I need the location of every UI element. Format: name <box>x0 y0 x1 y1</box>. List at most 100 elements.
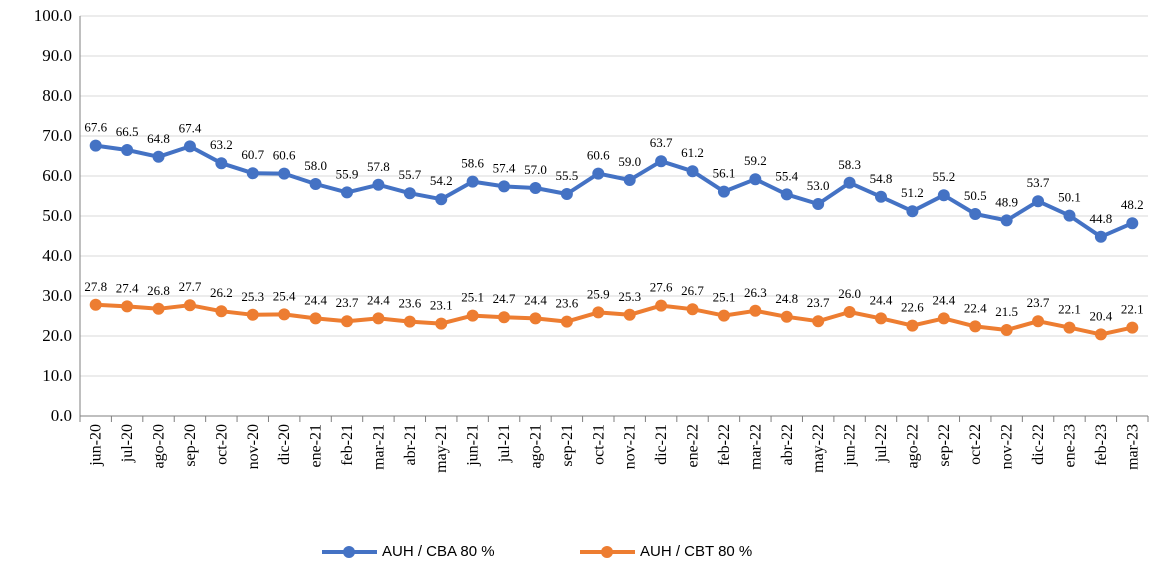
x-tick-label: ene-23 <box>1061 424 1078 468</box>
data-label: 24.8 <box>775 291 798 306</box>
data-label: 55.7 <box>398 167 421 182</box>
x-tick-label: nov-20 <box>245 424 262 469</box>
data-label: 25.1 <box>713 290 736 305</box>
point <box>498 311 511 324</box>
data-label: 54.2 <box>430 173 453 188</box>
point <box>1032 195 1045 208</box>
data-label: 24.4 <box>367 292 390 307</box>
point <box>372 312 385 325</box>
data-label: 26.3 <box>744 285 767 300</box>
data-label: 55.5 <box>556 168 579 183</box>
x-tick-label: jun-22 <box>842 424 859 467</box>
x-tick-label: ene-22 <box>685 424 702 468</box>
x-tick-label: nov-22 <box>999 424 1016 469</box>
point <box>215 305 228 318</box>
y-tick-label: 100.0 <box>34 6 72 25</box>
x-tick-label: mar-21 <box>370 424 387 470</box>
y-tick-label: 0.0 <box>51 406 72 425</box>
data-label: 44.8 <box>1090 211 1113 226</box>
x-tick-label: feb-21 <box>339 424 356 466</box>
data-label: 27.6 <box>650 280 673 295</box>
y-tick-label: 10.0 <box>42 366 72 385</box>
point <box>341 186 353 199</box>
point <box>529 312 542 325</box>
x-tick-label: mar-22 <box>747 424 764 470</box>
data-label: 25.9 <box>587 286 610 301</box>
point <box>246 167 259 180</box>
point <box>560 315 573 328</box>
point <box>1094 230 1107 243</box>
y-tick-label: 20.0 <box>42 326 72 345</box>
data-label: 24.4 <box>870 292 893 307</box>
data-label: 57.0 <box>524 162 547 177</box>
legend: AUH / CBA 80 % AUH / CBT 80 % <box>322 543 752 560</box>
data-label: 67.6 <box>84 120 107 135</box>
data-label: 26.0 <box>838 286 861 301</box>
point <box>843 176 856 189</box>
data-label: 27.8 <box>84 279 107 294</box>
point <box>875 312 887 325</box>
point <box>717 309 730 322</box>
series-line <box>95 302 1133 337</box>
x-tick-label: nov-21 <box>622 424 639 469</box>
x-tick-label: feb-23 <box>1093 424 1110 466</box>
legend-label: AUH / CBT 80 % <box>640 543 752 560</box>
point <box>466 175 479 188</box>
data-label: 48.2 <box>1121 197 1144 212</box>
x-tick-label: jun-21 <box>465 424 482 467</box>
data-label: 60.6 <box>587 148 610 163</box>
point <box>592 167 605 180</box>
x-tick-label: ago-21 <box>527 424 544 468</box>
point <box>152 150 165 163</box>
data-label: 59.2 <box>744 153 767 168</box>
point <box>937 189 950 202</box>
x-tick-label: oct-22 <box>967 424 984 465</box>
data-label: 55.4 <box>775 168 798 183</box>
point <box>403 315 416 328</box>
data-label: 58.3 <box>838 157 861 172</box>
y-tick-label: 40.0 <box>42 246 72 265</box>
data-label: 23.1 <box>430 298 453 313</box>
data-label: 24.4 <box>304 292 327 307</box>
data-label: 58.6 <box>461 156 484 171</box>
data-label: 25.4 <box>273 288 296 303</box>
data-label: 23.7 <box>807 295 830 310</box>
point <box>686 303 699 316</box>
data-label: 54.8 <box>870 171 893 186</box>
point <box>875 190 887 203</box>
data-label: 26.7 <box>681 283 704 298</box>
point <box>341 315 353 328</box>
data-label: 25.1 <box>461 290 484 305</box>
x-tick-label: may-22 <box>810 424 827 473</box>
point <box>403 187 416 200</box>
point <box>246 308 259 321</box>
x-tick-label: dic-20 <box>276 424 293 465</box>
data-label: 23.6 <box>398 296 421 311</box>
point <box>466 309 479 322</box>
data-label: 57.8 <box>367 159 390 174</box>
x-tick-label: abr-22 <box>779 424 796 465</box>
data-label: 63.2 <box>210 137 233 152</box>
y-tick-label: 70.0 <box>42 126 72 145</box>
x-tick-label: abr-21 <box>402 424 419 465</box>
point <box>623 308 636 321</box>
data-label: 51.2 <box>901 185 924 200</box>
point <box>655 299 668 312</box>
data-label: 26.2 <box>210 285 233 300</box>
x-tick-label: ago-22 <box>904 424 921 468</box>
x-tick-label: jul-22 <box>873 424 890 463</box>
x-tick-label: oct-21 <box>590 424 607 465</box>
x-tick-label: dic-21 <box>653 424 670 465</box>
point <box>278 308 291 321</box>
data-label: 27.7 <box>179 279 202 294</box>
x-tick-label: jun-20 <box>88 424 105 467</box>
y-tick-label: 60.0 <box>42 166 72 185</box>
point <box>1063 321 1076 334</box>
data-label: 66.5 <box>116 124 139 139</box>
point <box>906 205 919 218</box>
point <box>89 298 102 311</box>
data-label: 50.1 <box>1058 190 1081 205</box>
y-tick-label: 80.0 <box>42 86 72 105</box>
point <box>969 320 982 333</box>
